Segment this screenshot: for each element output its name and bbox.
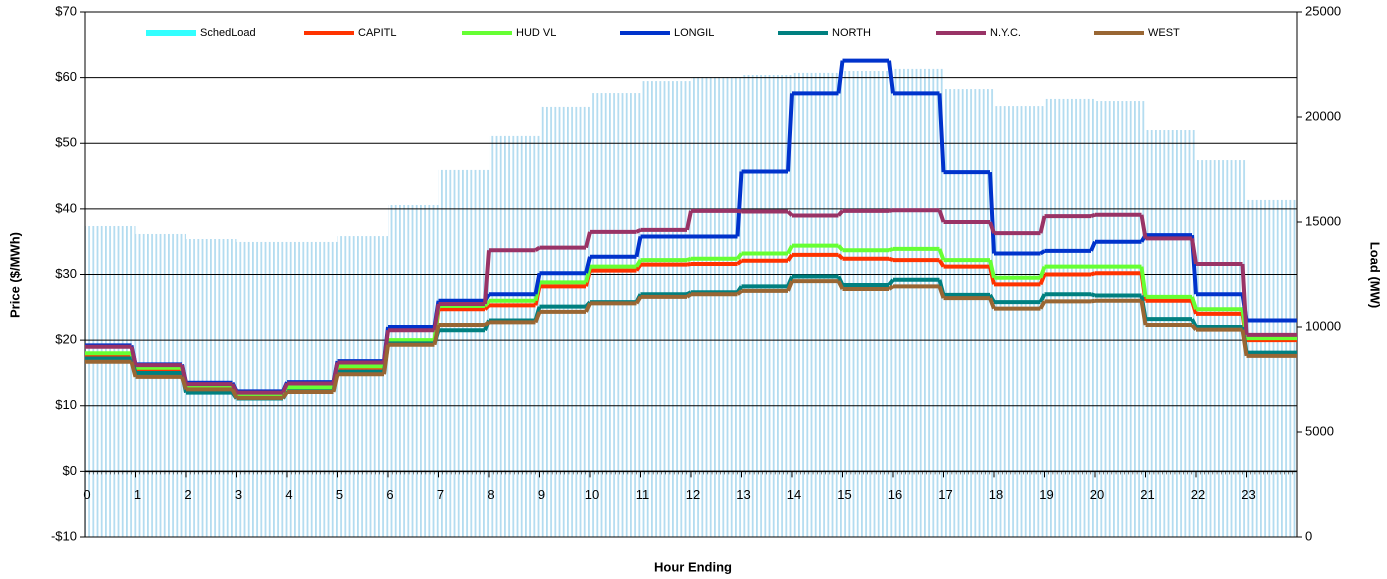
- y-tick-label: $60: [55, 69, 77, 84]
- y-tick-label: $10: [55, 397, 77, 412]
- load-bar: [1145, 130, 1196, 537]
- x-tick-label: 12: [686, 487, 700, 502]
- y-tick-label: $20: [55, 332, 77, 347]
- load-bar: [994, 106, 1045, 537]
- y-axis-title: Price ($/MWh): [7, 232, 22, 318]
- load-bar: [842, 71, 893, 537]
- load-bar: [539, 106, 590, 538]
- y2-axis-title: Load (MW): [1368, 242, 1383, 308]
- load-bar: [135, 233, 186, 537]
- x-tick-label: 1: [134, 487, 141, 502]
- y-tick-label: $70: [55, 3, 77, 18]
- x-tick-label: 9: [538, 487, 545, 502]
- x-tick-label: 22: [1191, 487, 1205, 502]
- x-tick-label: 10: [585, 487, 599, 502]
- y2-tick-label: 15000: [1305, 213, 1341, 228]
- x-tick-label: 20: [1090, 487, 1104, 502]
- x-tick-label: 3: [235, 487, 242, 502]
- step-riser: [129, 280, 1249, 399]
- plot-area: -$10$0$10$20$30$40$50$60$700500010000150…: [51, 3, 1341, 543]
- legend-label: LONGIL: [674, 27, 714, 39]
- load-bar: [1246, 199, 1297, 537]
- load-bar: [1044, 98, 1095, 537]
- load-bar: [388, 204, 439, 538]
- x-tick-label: 17: [938, 487, 952, 502]
- load-bar: [640, 81, 691, 537]
- legend-label: CAPITL: [358, 27, 397, 39]
- plot-border: [84, 11, 1298, 538]
- load-bar: [691, 77, 742, 537]
- y-tick-label: $0: [63, 463, 77, 478]
- x-tick-label: 14: [787, 487, 801, 502]
- legend-label: NORTH: [832, 27, 871, 39]
- x-tick-label: 2: [184, 487, 191, 502]
- y-tick-label: $50: [55, 135, 77, 150]
- y-tick-label: -$10: [51, 528, 77, 543]
- legend-label: HUD VL: [516, 27, 556, 39]
- y2-tick-label: 10000: [1305, 318, 1341, 333]
- y2-tick-label: 5000: [1305, 423, 1334, 438]
- x-tick-label: 0: [83, 487, 90, 502]
- x-tick-label: 6: [386, 487, 393, 502]
- x-tick-label: 18: [989, 487, 1003, 502]
- x-tick-label: 15: [837, 487, 851, 502]
- load-bar: [438, 169, 489, 538]
- y2-tick-label: 0: [1305, 528, 1312, 543]
- y-tick-label: $30: [55, 266, 77, 281]
- x-tick-label: 7: [437, 487, 444, 502]
- legend-label: SchedLoad: [200, 27, 256, 39]
- x-tick-label: 16: [888, 487, 902, 502]
- load-bar: [893, 68, 944, 537]
- y2-tick-label: 25000: [1305, 3, 1341, 18]
- y-tick-label: $40: [55, 200, 77, 215]
- legend-label: N.Y.C.: [990, 27, 1021, 39]
- load-bar: [1196, 160, 1247, 538]
- legend-label: WEST: [1148, 27, 1180, 39]
- x-tick-label: 8: [487, 487, 494, 502]
- load-bar: [943, 89, 994, 537]
- load-bar: [85, 225, 136, 538]
- y2-tick-label: 20000: [1305, 108, 1341, 123]
- load-bar: [741, 75, 792, 537]
- load-bar: [1095, 101, 1146, 537]
- x-tick-label: 21: [1140, 487, 1154, 502]
- load-bar: [590, 93, 641, 537]
- x-tick-label: 13: [736, 487, 750, 502]
- x-tick-label: 23: [1241, 487, 1255, 502]
- x-tick-label: 11: [636, 487, 650, 502]
- x-axis-title: Hour Ending: [654, 559, 732, 574]
- x-tick-label: 19: [1039, 487, 1053, 502]
- load-bar: [337, 236, 388, 537]
- x-tick-label: 4: [285, 487, 292, 502]
- load-bar: [792, 72, 843, 538]
- x-tick-label: 5: [336, 487, 343, 502]
- load-bar: [489, 135, 540, 537]
